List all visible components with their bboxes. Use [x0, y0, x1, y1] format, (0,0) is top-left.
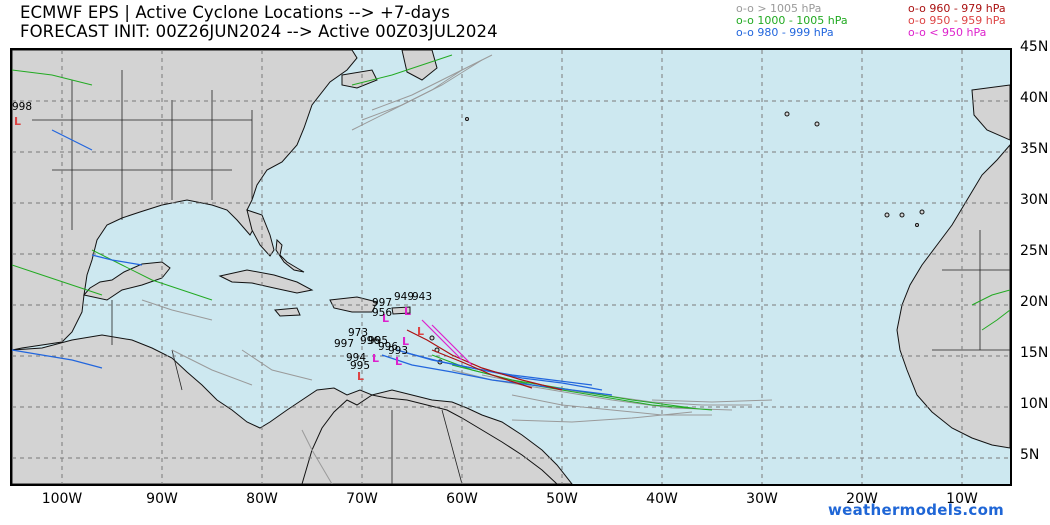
land-cuba [218, 269, 314, 294]
chart-title-line1: ECMWF EPS | Active Cyclone Locations -->… [20, 3, 450, 22]
map-area[interactable]: L L L L L L L L 998 997 956 949 943 973 … [10, 48, 1012, 486]
tracks-magenta [421, 319, 473, 366]
pressure-label: 956 [372, 307, 392, 319]
pressure-label: 995 [350, 360, 370, 372]
pressure-label: 943 [412, 291, 432, 303]
pressure-label: 996 [360, 335, 380, 347]
chart-title-line2: FORECAST INIT: 00Z26JUN2024 --> Active 0… [20, 22, 498, 41]
lat-label-15n: 15N [1020, 345, 1049, 361]
pressure-label: 997 [334, 338, 354, 350]
lon-label-20w: 20W [846, 491, 878, 507]
lat-label-35n: 35N [1020, 141, 1049, 157]
pressure-label: 997 [372, 297, 392, 309]
legend-item-gt1005: o-o > 1005 hPa [736, 2, 822, 15]
pressure-label: 998 [12, 101, 32, 113]
land-africa [896, 144, 1010, 449]
lon-label-50w: 50W [546, 491, 578, 507]
pressure-label: 994 [346, 352, 366, 364]
map-canvas: L L L L L L L L 998 997 956 949 943 973 … [12, 50, 1010, 484]
pressure-label: 949 [394, 291, 414, 303]
lat-label-40n: 40N [1020, 90, 1049, 106]
lat-label-20n: 20N [1020, 294, 1049, 310]
legend-item-960-979: o-o 960 - 979 hPa [908, 2, 1006, 15]
legend-item-980-999: o-o 980 - 999 hPa [736, 26, 834, 39]
low-marker-L: L [402, 335, 409, 348]
lon-label-40w: 40W [646, 491, 678, 507]
low-marker-L: L [382, 312, 389, 325]
grid-layer [12, 50, 1010, 484]
legend-item-1000-1005: o-o 1000 - 1005 hPa [736, 14, 848, 27]
low-marker-L: L [14, 115, 21, 128]
lat-label-5n: 5N [1020, 447, 1040, 463]
land-north-america [12, 50, 358, 351]
land-nova-scotia [341, 69, 378, 89]
low-marker-L: L [357, 370, 364, 383]
land-iberia [971, 84, 1010, 141]
low-markers: L L L L L L L L [14, 115, 424, 383]
land-puerto-rico [391, 306, 411, 315]
border-layer [32, 70, 1010, 484]
pressure-label: 993 [388, 345, 408, 357]
tracks-red [406, 329, 563, 391]
low-marker-L: L [372, 352, 379, 365]
lat-label-45n: 45N [1020, 39, 1049, 55]
lon-label-30w: 30W [746, 491, 778, 507]
low-marker-L: L [417, 325, 424, 338]
lon-label-100w: 100W [41, 491, 83, 507]
pressure-labels: 998 997 956 949 943 973 997 995 996 996 … [12, 101, 432, 372]
lon-label-90w: 90W [146, 491, 178, 507]
pressure-label: 995 [368, 335, 388, 347]
land-bahamas [275, 238, 305, 273]
lon-label-10w: 10W [946, 491, 978, 507]
pressure-label: 996 [378, 341, 398, 353]
lat-label-25n: 25N [1020, 243, 1049, 259]
land-florida [246, 209, 275, 257]
legend-item-lt950: o-o < 950 hPa [908, 26, 987, 39]
land-layer [12, 50, 1010, 484]
lon-label-70w: 70W [346, 491, 378, 507]
low-marker-L: L [404, 305, 411, 318]
legend-right: o-o 960 - 979 hPa o-o 950 - 959 hPa o-o … [908, 3, 1006, 39]
land-hispaniola [329, 296, 378, 313]
lat-label-10n: 10N [1020, 396, 1049, 412]
lat-label-30n: 30N [1020, 192, 1049, 208]
land-newfoundland [401, 50, 438, 81]
lon-label-60w: 60W [446, 491, 478, 507]
credit-watermark: weathermodels.com [828, 501, 1005, 519]
legend-item-950-959: o-o 950 - 959 hPa [908, 14, 1006, 27]
low-marker-L: L [395, 355, 402, 368]
land-jamaica [274, 307, 301, 317]
legend-left: o-o > 1005 hPa o-o 1000 - 1005 hPa o-o 9… [736, 3, 848, 39]
lon-label-80w: 80W [246, 491, 278, 507]
pressure-label: 973 [348, 327, 368, 339]
